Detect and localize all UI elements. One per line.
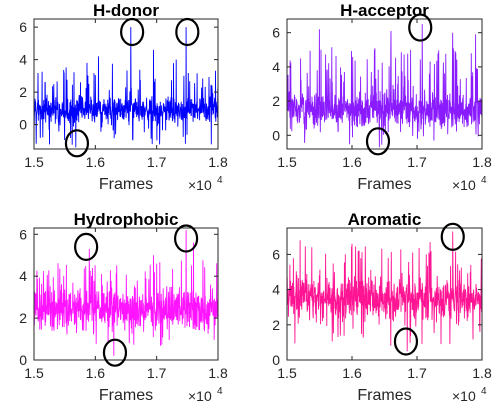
h-acceptor-xtick-label: 1.5 <box>277 154 297 170</box>
h-donor-ytick-label: 2 <box>19 84 27 100</box>
hydrophobic-highlight-circle <box>102 338 128 367</box>
h-acceptor-xtick-label: 1.6 <box>342 154 362 170</box>
h-acceptor-xlabel: Frames <box>357 176 411 193</box>
aromatic-x-exponent: ×10 <box>452 388 476 404</box>
h-donor-highlight-circle <box>120 17 145 47</box>
hydrophobic-ytick-label: 4 <box>19 268 27 284</box>
h-acceptor-xtick-label: 1.8 <box>472 154 492 170</box>
h-donor-xlabel: Frames <box>99 176 153 193</box>
h-acceptor-highlight-circle <box>365 127 391 156</box>
h-acceptor-ytick-label: 0 <box>272 127 280 143</box>
h-acceptor-ytick-label: 2 <box>272 93 280 109</box>
aromatic-series-line <box>287 231 482 352</box>
h-donor-xtick-label: 1.5 <box>24 154 44 170</box>
aromatic-xtick-label: 1.6 <box>342 365 362 381</box>
h-donor-x-exponent: ×10 <box>188 177 212 193</box>
h-donor-highlight-circle <box>175 17 200 47</box>
aromatic-xtick-label: 1.7 <box>407 365 427 381</box>
aromatic-ytick-label: 0 <box>272 352 280 368</box>
hydrophobic-title: Hydrophobic <box>74 210 179 229</box>
aromatic-ytick-label: 6 <box>272 246 280 262</box>
aromatic-xlabel: Frames <box>357 387 411 404</box>
hydrophobic-panel: 1.5 1.6 1.7 1.8 0 2 4 6 Hydrophobic Frames ×10 4 <box>19 210 228 404</box>
hydrophobic-x-exponent-power: 4 <box>217 386 223 397</box>
hydrophobic-xtick-label: 1.6 <box>86 365 106 381</box>
aromatic-xtick-label: 1.5 <box>277 365 297 381</box>
h-donor-panel: 1.5 1.6 1.7 1.8 0 2 4 6 H-donor Frames ×10 4 <box>19 1 228 193</box>
aromatic-highlight-circle <box>440 222 465 251</box>
h-acceptor-ytick-label: 6 <box>272 25 280 41</box>
h-donor-series-line <box>34 27 218 148</box>
h-acceptor-highlight-circle <box>408 13 433 42</box>
hydrophobic-ytick-label: 2 <box>19 310 27 326</box>
h-acceptor-title: H-acceptor <box>340 1 429 20</box>
h-donor-ytick-label: 4 <box>19 52 27 68</box>
hydrophobic-ytick-label: 6 <box>19 226 27 242</box>
h-donor-title: H-donor <box>93 1 159 20</box>
aromatic-highlight-circle <box>393 327 419 356</box>
h-acceptor-x-exponent-power: 4 <box>481 175 487 186</box>
h-acceptor-ytick-label: 4 <box>272 59 280 75</box>
h-acceptor-x-exponent: ×10 <box>452 177 476 193</box>
h-donor-x-exponent-power: 4 <box>217 175 223 186</box>
aromatic-title: Aromatic <box>348 210 422 229</box>
h-donor-axes-box <box>33 18 219 150</box>
aromatic-panel: 1.5 1.6 1.7 1.8 0 2 4 6 Aromatic Frames ×10 4 <box>272 210 492 404</box>
hydrophobic-xtick-label: 1.7 <box>147 365 167 381</box>
hydrophobic-series-line <box>34 230 218 356</box>
aromatic-x-exponent-power: 4 <box>481 386 487 397</box>
hydrophobic-highlight-circle <box>74 232 99 261</box>
hydrophobic-xtick-label: 1.5 <box>24 365 44 381</box>
h-acceptor-axes-box <box>286 18 483 150</box>
aromatic-ytick-label: 2 <box>272 317 280 333</box>
hydrophobic-xlabel: Frames <box>99 387 153 404</box>
h-acceptor-panel: 1.5 1.6 1.7 1.8 0 2 4 6 H-acceptor Frames ×10 4 <box>272 1 492 193</box>
aromatic-xtick-label: 1.8 <box>472 365 492 381</box>
h-acceptor-series-line <box>287 24 482 148</box>
h-donor-xtick-label: 1.8 <box>208 154 228 170</box>
aromatic-axes-box <box>286 227 483 361</box>
h-donor-xtick-label: 1.7 <box>147 154 167 170</box>
aromatic-ytick-label: 4 <box>272 282 280 298</box>
h-donor-xtick-label: 1.6 <box>86 154 106 170</box>
hydrophobic-ytick-label: 0 <box>19 352 27 368</box>
hydrophobic-xtick-label: 1.8 <box>208 365 228 381</box>
hydrophobic-axes-box <box>33 227 219 361</box>
h-donor-highlight-circle <box>64 129 90 158</box>
h-acceptor-xtick-label: 1.7 <box>407 154 427 170</box>
hydrophobic-x-exponent: ×10 <box>188 388 212 404</box>
h-donor-ytick-label: 6 <box>19 19 27 35</box>
hydrophobic-highlight-circle <box>174 224 199 253</box>
h-donor-ytick-label: 0 <box>19 117 27 133</box>
